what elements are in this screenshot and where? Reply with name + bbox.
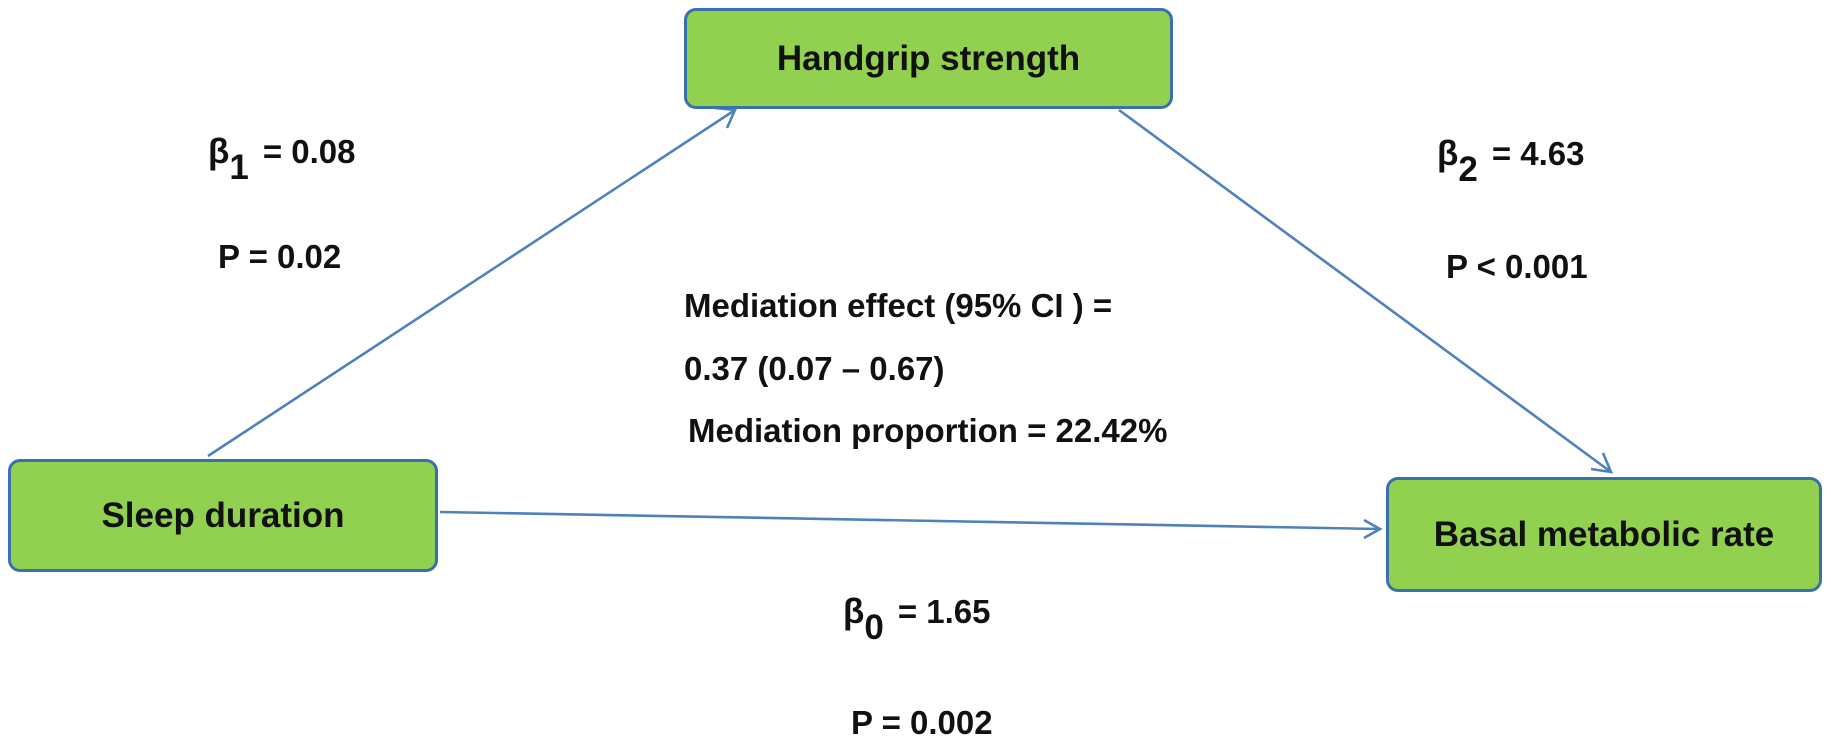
- beta-1-label: β1 = 0.08: [208, 132, 356, 185]
- beta-2-label: β2 = 4.63: [1437, 134, 1585, 187]
- beta-2-symbol: β: [1437, 134, 1459, 173]
- exposure-label: Sleep duration: [101, 495, 345, 535]
- exposure-box: Sleep duration: [8, 459, 438, 572]
- mediation-proportion: Mediation proportion = 22.42%: [688, 412, 1168, 449]
- arrow-mediator-to-outcome: [1118, 108, 1612, 474]
- beta-2-value: = 4.63: [1491, 135, 1585, 172]
- beta-0-subscript: 0: [864, 608, 884, 647]
- beta-1-subscript: 1: [229, 148, 249, 187]
- mediator-label: Handgrip strength: [776, 38, 1081, 78]
- p-value-b: P < 0.001: [1446, 248, 1588, 285]
- beta-0-value: = 1.65: [897, 593, 991, 630]
- p-value-c: P = 0.002: [851, 704, 993, 741]
- arrowhead-outcome-top: [1590, 452, 1614, 474]
- arrow-exposure-to-mediator: [207, 108, 736, 458]
- arrow-exposure-to-outcome: [439, 510, 1381, 531]
- p-value-a: P = 0.02: [218, 238, 342, 275]
- outcome-box: Basal metabolic rate: [1386, 477, 1822, 592]
- outcome-label: Basal metabolic rate: [1433, 514, 1775, 554]
- beta-1-symbol: β: [208, 132, 230, 171]
- mediation-effect-label: Mediation effect (95% CI ) =: [684, 287, 1113, 324]
- mediation-effect-value: 0.37 (0.07 – 0.67): [684, 350, 945, 387]
- mediator-box: Handgrip strength: [684, 8, 1173, 109]
- arrowhead-outcome-left: [1363, 518, 1383, 540]
- beta-0-symbol: β: [843, 592, 865, 631]
- beta-1-value: = 0.08: [262, 133, 356, 170]
- beta-0-label: β0 = 1.65: [843, 592, 991, 645]
- beta-2-subscript: 2: [1458, 150, 1478, 189]
